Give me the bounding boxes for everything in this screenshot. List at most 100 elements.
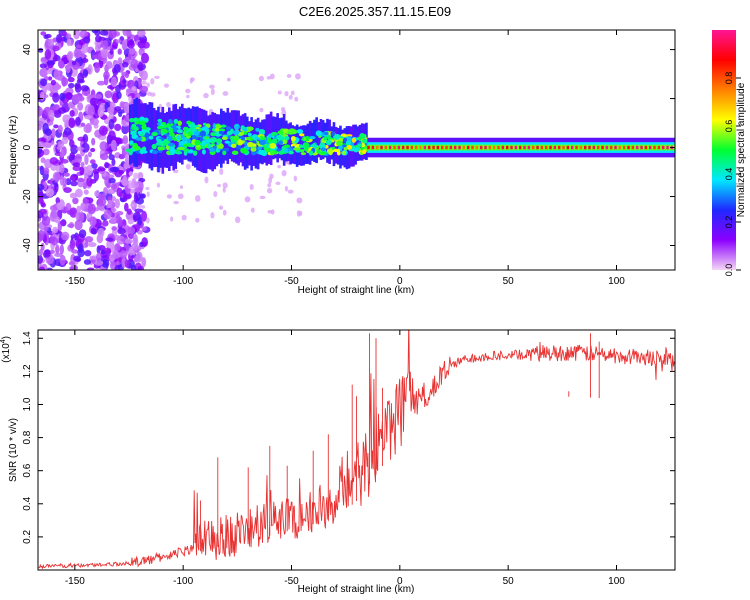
spectrogram-noise-blob — [127, 226, 136, 235]
spectrogram-line-core — [588, 145, 591, 150]
spectrogram-noise-blob — [74, 116, 81, 126]
spectrogram-noise-blob — [46, 267, 53, 270]
spectrogram-noise-blob — [63, 127, 72, 136]
spectrogram-line-core — [436, 145, 440, 150]
spectrogram-band-column — [313, 119, 316, 163]
spectrogram-band-blob — [168, 118, 173, 125]
spectrogram-noise-blob — [101, 40, 109, 50]
spectrogram-band-blob — [157, 146, 165, 151]
spectrogram-line-core — [597, 145, 600, 150]
spectrogram-noise-blob — [124, 72, 129, 79]
spectrogram-noise-blob — [86, 177, 93, 187]
spectrogram-band-blob — [191, 135, 197, 140]
spectrogram-noise-blob — [49, 157, 59, 165]
spectrogram-noise-blob — [108, 112, 114, 120]
spectrogram-speckle — [189, 77, 193, 84]
spectrogram-noise-blob — [116, 91, 122, 100]
snr-series-line — [38, 330, 675, 570]
spectrogram-band-column — [148, 102, 152, 169]
spectrogram-band-blob — [255, 127, 260, 132]
spectrogram-band-blob — [215, 138, 223, 144]
spectrogram-band-blob — [194, 139, 201, 146]
colorbar-tick-label: 0.6 — [724, 120, 734, 133]
spectrogram-speckle — [284, 185, 288, 192]
spectrogram-noise-blob — [78, 211, 85, 222]
spectrogram-band-blob — [181, 136, 187, 142]
spectrogram-noise-blob — [45, 82, 53, 91]
spectrogram-band-blob — [215, 124, 222, 129]
spectrogram-band-column — [269, 111, 273, 166]
spectrogram-line-core — [380, 145, 383, 150]
spectrogram-band-blob — [142, 146, 147, 152]
spectrogram-noise-blob — [134, 208, 144, 213]
spectrogram-noise-blob — [135, 251, 143, 263]
spectrogram-noise-blob — [137, 216, 143, 226]
spectrogram-band-blob — [293, 147, 301, 151]
spectrogram-line-core — [653, 145, 656, 150]
spectrogram-line-core — [579, 145, 583, 150]
spectrogram-noise-blob — [72, 165, 82, 172]
spectrogram-line-core — [662, 145, 665, 150]
snr-x-tick-label: -150 — [65, 576, 85, 587]
spectrogram-band-blob — [125, 148, 133, 153]
spectrogram-noise-blob — [74, 83, 82, 93]
spectrogram-noise-blob — [116, 187, 123, 197]
spectrogram-speckle — [166, 102, 171, 108]
spectrogram-line-core — [497, 145, 500, 150]
spectrogram-band-blob — [212, 123, 217, 129]
spectrogram-line-core — [571, 145, 574, 150]
spectrogram-line-core — [536, 145, 539, 150]
spectrogram-band-column — [315, 117, 318, 164]
spectrogram-noise-blob — [46, 60, 56, 66]
spectrogram-noise-blob — [87, 203, 96, 215]
snr-x-tick-label: 50 — [503, 576, 515, 587]
spectrogram-x-tick-label: -100 — [173, 276, 193, 287]
spectrogram-band-blob — [167, 135, 173, 142]
spectrogram-band-blob — [205, 138, 212, 143]
spectrogram-speckle — [129, 203, 135, 207]
spectrogram-band-blob — [258, 139, 266, 145]
spectrogram-band-blob — [240, 125, 245, 130]
spectrogram-noise-blob — [109, 167, 118, 173]
spectrogram-line-core — [618, 145, 622, 150]
spectrogram-band-blob — [258, 129, 266, 134]
spectrogram-band-blob — [226, 130, 233, 136]
spectrogram-noise-blob — [80, 161, 85, 168]
spectrogram-noise-blob — [44, 49, 52, 60]
spectrogram-line-core — [406, 145, 409, 150]
spectrogram-band-blob — [221, 136, 228, 140]
colorbar: 0.0 0.2 0.4 0.6 0.8 Normalized spectral ampl… — [712, 30, 747, 276]
spectrogram-noise-blob — [44, 142, 52, 148]
spectrogram-band-blob — [271, 138, 278, 145]
snr-y-tick-label: 1.0 — [22, 397, 33, 411]
spectrogram-noise-blob — [58, 107, 67, 114]
spectrogram-line-core — [484, 145, 487, 150]
spectrogram-noise-blob — [90, 227, 97, 235]
spectrogram-noise-blob — [110, 207, 117, 213]
spectrogram-speckle — [269, 73, 275, 80]
spectrogram-band-blob — [225, 126, 232, 131]
spectrogram-line-core — [540, 145, 544, 150]
spectrogram-band-blob — [269, 150, 275, 156]
spectrogram-band-blob — [212, 145, 217, 150]
spectrogram-noise-blob — [38, 124, 42, 131]
spectrogram-line-core — [480, 145, 483, 150]
spectrogram-band-blob — [177, 129, 183, 134]
spectrogram-y-tick-label: 40 — [22, 44, 33, 56]
spectrogram-noise-blob — [142, 41, 150, 49]
spectrogram-noise-blob — [97, 196, 107, 207]
spectrogram-speckle — [146, 191, 150, 197]
spectrogram-band-blob — [218, 143, 224, 149]
spectrogram-speckle — [154, 75, 160, 80]
spectrogram-noise-blob — [103, 186, 108, 196]
spectrogram-noise-blob — [90, 255, 98, 260]
spectrogram-band-blob — [207, 144, 212, 149]
spectrogram-noise-blob — [98, 125, 108, 136]
spectrogram-noise-blob — [75, 188, 83, 198]
spectrogram-speckle — [281, 170, 287, 177]
spectrogram-noise-blob — [94, 259, 104, 266]
spectrogram-noise-blob — [77, 72, 85, 83]
snr-scale-prefix: (x10 — [1, 343, 12, 363]
spectrogram-speckle — [266, 187, 273, 194]
spectrogram-noise-blob — [84, 236, 94, 243]
